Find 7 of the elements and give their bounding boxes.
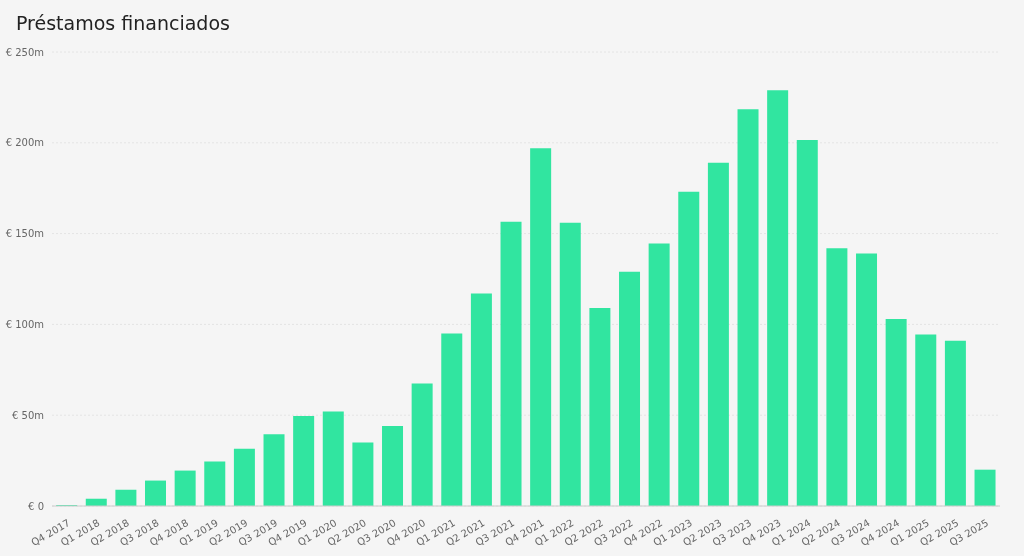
- y-tick-label: € 0: [28, 500, 44, 512]
- y-tick-label: € 200m: [5, 137, 44, 149]
- y-tick-label: € 100m: [5, 318, 44, 330]
- y-tick-label: € 50m: [11, 409, 44, 421]
- y-tick-label: € 150m: [5, 228, 44, 240]
- chart-title: Préstamos financiados: [16, 12, 230, 34]
- y-tick-label: € 250m: [5, 46, 44, 58]
